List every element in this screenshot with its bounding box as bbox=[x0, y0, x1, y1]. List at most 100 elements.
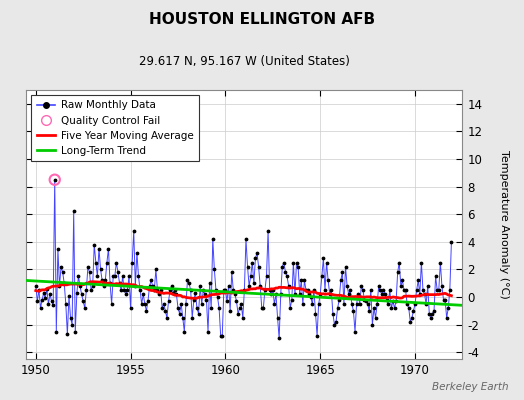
Point bbox=[36, 305, 45, 311]
Point bbox=[367, 287, 375, 293]
Point bbox=[194, 310, 203, 317]
Point bbox=[243, 264, 252, 270]
Point bbox=[74, 273, 83, 280]
Point bbox=[65, 292, 73, 299]
Point bbox=[215, 305, 223, 311]
Point bbox=[70, 208, 78, 215]
Point bbox=[157, 287, 165, 293]
Point bbox=[269, 287, 277, 293]
Point bbox=[275, 335, 283, 342]
Point bbox=[246, 273, 255, 280]
Point bbox=[431, 273, 440, 280]
Point bbox=[98, 277, 106, 284]
Point bbox=[330, 322, 339, 328]
Point bbox=[191, 290, 200, 296]
Point bbox=[47, 298, 56, 304]
Point bbox=[324, 277, 332, 284]
Point bbox=[131, 283, 139, 289]
Point bbox=[144, 298, 152, 304]
Point bbox=[272, 291, 280, 298]
Point bbox=[190, 296, 198, 303]
Point bbox=[258, 305, 266, 311]
Point bbox=[85, 269, 94, 275]
Point bbox=[321, 287, 329, 293]
Point bbox=[322, 259, 331, 266]
Point bbox=[90, 241, 99, 248]
Point bbox=[291, 291, 299, 298]
Point bbox=[311, 310, 320, 317]
Point bbox=[398, 277, 407, 284]
Point bbox=[117, 287, 125, 293]
Point bbox=[433, 287, 441, 293]
Point bbox=[375, 283, 383, 289]
Point bbox=[346, 287, 354, 293]
Point bbox=[238, 314, 247, 321]
Point bbox=[270, 301, 279, 307]
Point bbox=[204, 328, 212, 335]
Point bbox=[63, 331, 72, 338]
Point bbox=[338, 269, 346, 275]
Point bbox=[313, 332, 321, 339]
Point bbox=[33, 298, 41, 304]
Point bbox=[299, 301, 307, 307]
Point bbox=[160, 301, 168, 307]
Point bbox=[155, 291, 163, 298]
Point bbox=[221, 287, 230, 293]
Point bbox=[285, 283, 293, 289]
Point bbox=[445, 287, 454, 293]
Point bbox=[137, 301, 146, 307]
Point bbox=[79, 298, 88, 304]
Point bbox=[140, 301, 149, 307]
Point bbox=[224, 283, 233, 289]
Point bbox=[381, 291, 389, 298]
Point bbox=[106, 280, 114, 286]
Point bbox=[96, 266, 105, 273]
Point bbox=[209, 236, 217, 242]
Point bbox=[314, 301, 323, 307]
Point bbox=[139, 291, 147, 298]
Point bbox=[134, 273, 143, 280]
Point bbox=[52, 328, 60, 335]
Point bbox=[274, 314, 282, 321]
Point bbox=[316, 291, 324, 298]
Point bbox=[302, 287, 310, 293]
Point bbox=[245, 283, 253, 289]
Point bbox=[417, 259, 425, 266]
Point bbox=[318, 273, 326, 280]
Point bbox=[133, 250, 141, 256]
Point bbox=[172, 291, 181, 298]
Point bbox=[332, 319, 340, 325]
Point bbox=[213, 294, 222, 300]
Point bbox=[436, 259, 444, 266]
Point bbox=[400, 287, 408, 293]
Point bbox=[259, 305, 268, 311]
Y-axis label: Temperature Anomaly (°C): Temperature Anomaly (°C) bbox=[499, 150, 509, 299]
Point bbox=[111, 273, 119, 280]
Point bbox=[422, 301, 430, 307]
Point bbox=[335, 296, 343, 303]
Point bbox=[441, 296, 449, 303]
Point bbox=[296, 291, 304, 298]
Point bbox=[212, 287, 220, 293]
Point bbox=[357, 283, 366, 289]
Point bbox=[288, 296, 296, 303]
Point bbox=[405, 305, 413, 311]
Point bbox=[202, 296, 211, 303]
Point bbox=[261, 287, 269, 293]
Point bbox=[237, 301, 245, 307]
Point bbox=[103, 259, 111, 266]
Point bbox=[205, 280, 214, 286]
Point bbox=[87, 287, 95, 293]
Point bbox=[93, 273, 102, 280]
Point bbox=[406, 319, 414, 325]
Point bbox=[59, 269, 67, 275]
Point bbox=[362, 298, 370, 304]
Point bbox=[310, 287, 318, 293]
Point bbox=[394, 269, 402, 275]
Point bbox=[227, 269, 236, 275]
Point bbox=[220, 287, 228, 293]
Point bbox=[327, 287, 335, 293]
Point bbox=[31, 283, 40, 289]
Point bbox=[218, 332, 226, 339]
Point bbox=[223, 298, 231, 304]
